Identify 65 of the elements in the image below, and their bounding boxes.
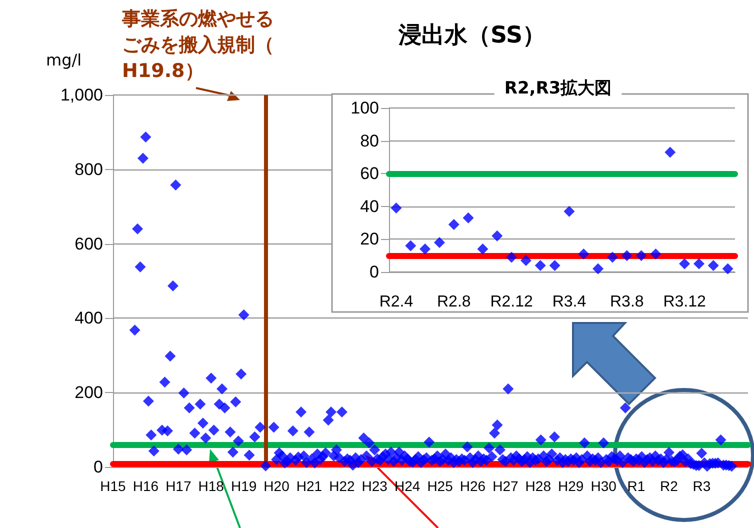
x-tick-label: R2.12 xyxy=(490,294,533,310)
point xyxy=(520,255,532,266)
y-tick-label: 40 xyxy=(360,196,379,216)
point xyxy=(434,236,445,248)
x-tick-label: R2.8 xyxy=(436,294,471,310)
point xyxy=(506,252,518,263)
x-tick-label: H26 xyxy=(460,478,486,494)
chart-title: R2,R3拡大図 xyxy=(504,78,612,98)
y-tick-label: 0 xyxy=(370,262,379,282)
point xyxy=(564,206,575,217)
y-tick-label: 0 xyxy=(94,458,103,476)
x-tick-label: H15 xyxy=(100,478,126,494)
y-tick-label: 1,000 xyxy=(60,86,103,104)
y-tick-label: 600 xyxy=(74,234,103,254)
x-tick-label: R2 xyxy=(660,478,678,494)
x-tick-label: H21 xyxy=(296,478,322,494)
point xyxy=(405,240,416,252)
chart-title: 浸出水（SS） xyxy=(397,22,546,48)
y-tick-label: 400 xyxy=(74,308,103,328)
x-tick-label: H17 xyxy=(166,478,192,494)
x-tick-label: R2.4 xyxy=(379,294,414,310)
x-tick-label: H30 xyxy=(590,478,617,494)
x-tick-label: H19 xyxy=(230,478,257,494)
point xyxy=(534,260,546,271)
point xyxy=(420,244,431,255)
y-tick-label: 60 xyxy=(360,164,379,184)
x-tick-label: H29 xyxy=(558,478,584,494)
point xyxy=(462,212,474,224)
point xyxy=(636,250,647,262)
x-tick-label: R3 xyxy=(692,478,711,494)
point xyxy=(650,248,662,260)
y-tick-label: 200 xyxy=(74,383,103,402)
x-tick-label: H22 xyxy=(329,478,355,494)
x-tick-label: H28 xyxy=(525,478,552,494)
y-tick-label: 20 xyxy=(360,230,379,249)
x-tick-label: H25 xyxy=(427,478,454,494)
point xyxy=(722,263,734,274)
point xyxy=(592,263,604,274)
x-tick-label: H24 xyxy=(394,478,420,494)
point xyxy=(549,260,560,271)
x-tick-label: H20 xyxy=(264,478,290,494)
point xyxy=(621,250,632,262)
point xyxy=(606,252,618,263)
x-tick-label: H27 xyxy=(492,478,518,494)
y-tick-label: 100 xyxy=(350,98,379,118)
x-tick-label: H18 xyxy=(198,478,224,494)
text: 事業系の燃やせるごみを搬入規制（H19.8） xyxy=(121,8,274,82)
point xyxy=(679,258,690,270)
x-tick-label: H16 xyxy=(132,478,159,494)
x-tick-label: R3.8 xyxy=(610,294,644,310)
y-tick-label: 80 xyxy=(360,131,379,150)
point xyxy=(390,202,402,214)
x-tick-label: R3.12 xyxy=(663,294,706,310)
y-tick-label: 800 xyxy=(74,160,103,179)
x-tick-label: R1 xyxy=(627,478,646,494)
x-tick-label: H23 xyxy=(362,478,388,494)
point xyxy=(664,146,676,158)
y-axis-title: mg/l xyxy=(46,50,82,70)
point xyxy=(477,244,488,255)
x-tick-label: R3.4 xyxy=(552,294,586,310)
point xyxy=(708,260,719,271)
point xyxy=(693,258,704,270)
point xyxy=(492,230,503,242)
point xyxy=(448,218,460,230)
point xyxy=(578,248,590,260)
